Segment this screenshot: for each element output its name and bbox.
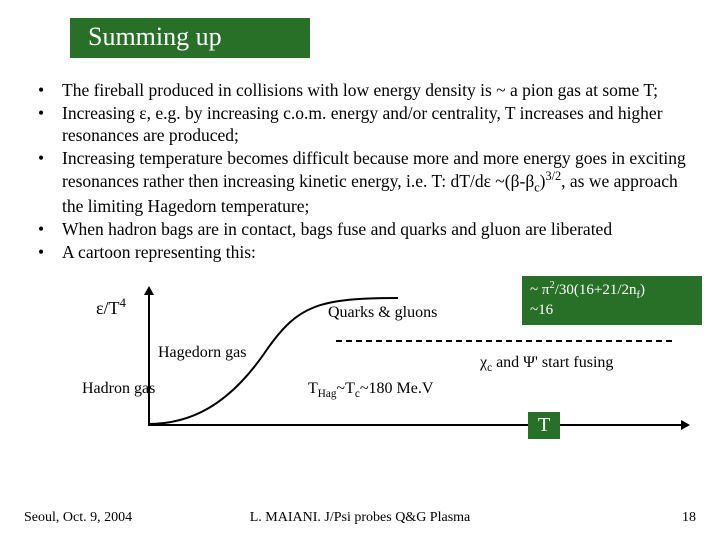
bullet-item: A cartoon representing this: — [28, 242, 692, 263]
bullet-item: Increasing temperature becomes difficult… — [28, 148, 692, 217]
hadron-gas-label: Hadron gas — [82, 380, 155, 398]
bullet-list: The fireball produced in collisions with… — [28, 80, 692, 264]
thag-label: THag~Tc~180 Me.V — [308, 380, 433, 400]
dashed-line — [336, 340, 672, 342]
footer-author-title: L. MAIANI. J/Psi probes Q&G Plasma — [0, 510, 720, 526]
fusing-label: χc and Ψ' start fusing — [480, 354, 613, 374]
t-axis-label: T — [528, 412, 560, 439]
slide-title: Summing up — [70, 18, 310, 58]
cartoon-diagram: ε/T4 Quarks & gluons ~ π2/30(16+21/2nf) … — [28, 282, 692, 452]
hagedorn-gas-label: Hagedorn gas — [158, 344, 246, 362]
bullet-item: Increasing ε, e.g. by increasing c.o.m. … — [28, 103, 692, 146]
y-axis-label: ε/T4 — [96, 296, 126, 319]
asymptote-line1: ~ π2/30(16+21/2nf) — [530, 280, 694, 302]
bullet-item: The fireball produced in collisions with… — [28, 80, 692, 101]
bullet-item: When hadron bags are in contact, bags fu… — [28, 219, 692, 240]
asymptote-line2: ~16 — [530, 302, 694, 319]
page-number: 18 — [682, 510, 696, 526]
quarks-gluons-label: Quarks & gluons — [328, 304, 437, 322]
asymptote-box: ~ π2/30(16+21/2nf) ~16 — [522, 276, 702, 325]
